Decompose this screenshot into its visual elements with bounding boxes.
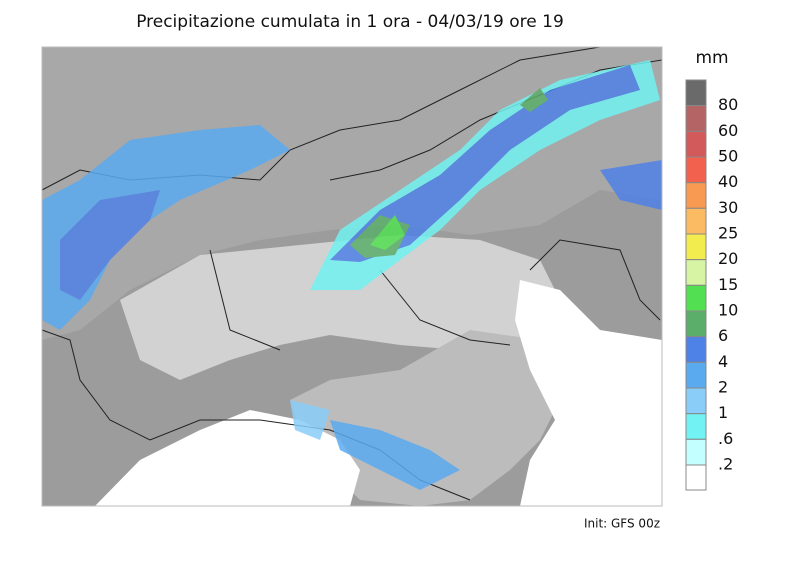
- legend-swatch: [685, 438, 707, 466]
- legend-unit: mm: [695, 48, 728, 68]
- legend-swatch: [685, 387, 707, 415]
- legend-swatch: [685, 284, 707, 312]
- legend-swatch: [685, 156, 707, 184]
- legend-swatch: [685, 207, 707, 235]
- legend-label: 80: [718, 95, 738, 114]
- footer: Init: GFS 00z: [584, 517, 660, 531]
- legend-swatch: [685, 413, 707, 440]
- legend-label: 1: [718, 403, 728, 422]
- legend-label: .2: [718, 455, 733, 474]
- legend-label: 30: [718, 198, 738, 217]
- title: Precipitazione cumulata in 1 ora - 04/03…: [136, 12, 564, 32]
- legend-swatch: [685, 259, 707, 286]
- legend-swatch: [685, 310, 707, 338]
- legend-label: 40: [718, 172, 738, 191]
- legend-swatch: [685, 336, 707, 363]
- legend-label: 6: [718, 326, 728, 345]
- legend-label: 50: [718, 147, 738, 166]
- legend-swatch-blank: [685, 464, 707, 491]
- legend-label: 15: [718, 275, 738, 294]
- legend-label: 2: [718, 378, 728, 397]
- legend-swatch: [685, 182, 707, 209]
- map: [41, 46, 663, 507]
- legend-label: 4: [718, 352, 728, 371]
- legend-label: .6: [718, 429, 733, 448]
- legend-swatch: [685, 79, 707, 107]
- legend-swatch: [685, 130, 707, 158]
- legend-label: 60: [718, 121, 738, 140]
- legend-label: 20: [718, 249, 738, 268]
- legend-label: 25: [718, 224, 738, 243]
- legend: 80 60 50 40 30 25 20 15 10 6 4 2 1 .6 .2: [685, 79, 738, 474]
- legend-label: 10: [718, 301, 738, 320]
- legend-swatch: [685, 233, 707, 261]
- legend-swatch: [685, 105, 707, 132]
- legend-swatch: [685, 361, 707, 389]
